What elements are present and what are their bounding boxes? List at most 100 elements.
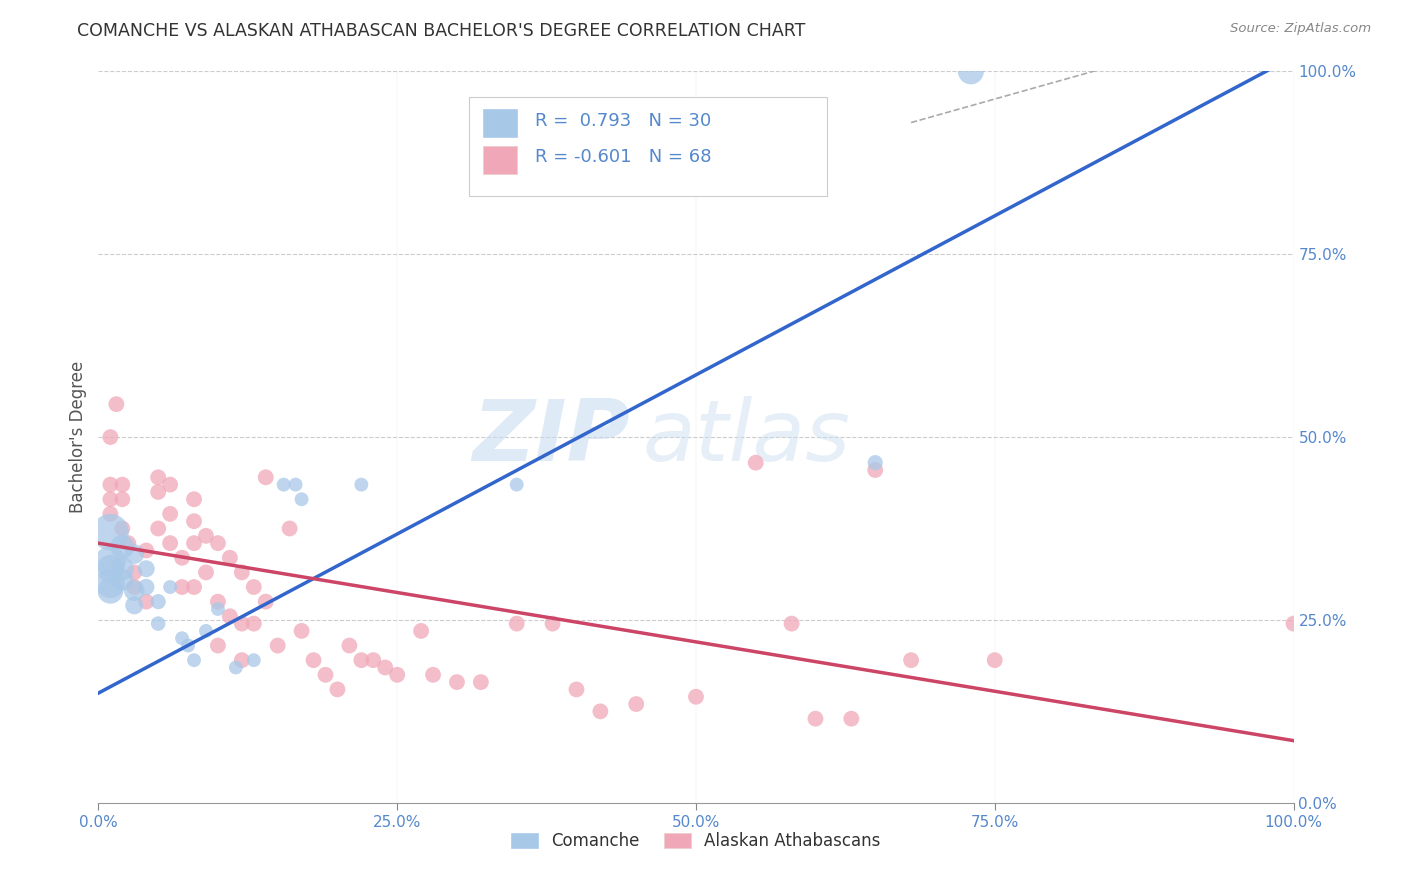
Point <box>411 624 433 638</box>
Point <box>98 554 122 568</box>
Point <box>183 580 205 594</box>
Point <box>225 660 247 674</box>
Point <box>219 550 242 565</box>
Point <box>159 536 181 550</box>
Point <box>339 639 361 653</box>
Point <box>284 477 307 491</box>
Text: atlas: atlas <box>643 395 851 479</box>
Point <box>159 477 181 491</box>
Point <box>984 653 1007 667</box>
Point <box>745 456 768 470</box>
FancyBboxPatch shape <box>484 146 517 174</box>
Point <box>207 536 229 550</box>
Point <box>207 639 229 653</box>
Point <box>135 594 157 608</box>
Point <box>960 64 983 78</box>
Point <box>315 667 337 681</box>
Point <box>111 573 134 587</box>
Point <box>124 583 146 598</box>
Point <box>231 653 253 667</box>
Point <box>124 566 146 580</box>
Point <box>254 594 277 608</box>
Point <box>446 675 468 690</box>
Point <box>374 660 396 674</box>
Point <box>135 543 157 558</box>
Point <box>98 525 122 540</box>
Text: ZIP: ZIP <box>472 395 630 479</box>
Text: COMANCHE VS ALASKAN ATHABASCAN BACHELOR'S DEGREE CORRELATION CHART: COMANCHE VS ALASKAN ATHABASCAN BACHELOR'… <box>77 22 806 40</box>
Point <box>506 477 529 491</box>
Point <box>804 712 827 726</box>
Point <box>422 667 444 681</box>
Point <box>195 566 218 580</box>
Point <box>159 580 181 594</box>
Point <box>470 675 492 690</box>
Point <box>148 470 170 484</box>
Text: R = -0.601   N = 68: R = -0.601 N = 68 <box>534 148 711 166</box>
Point <box>98 492 122 507</box>
Point <box>278 521 301 535</box>
Point <box>350 477 373 491</box>
Point <box>273 477 295 491</box>
Point <box>195 529 218 543</box>
Point <box>231 616 253 631</box>
Point <box>865 456 887 470</box>
Point <box>219 609 242 624</box>
Point <box>98 583 122 598</box>
Point <box>148 485 170 500</box>
Point <box>685 690 707 704</box>
Point <box>124 599 146 613</box>
Point <box>98 477 122 491</box>
Point <box>565 682 588 697</box>
Point <box>350 653 373 667</box>
Point <box>302 653 325 667</box>
Point <box>780 616 803 631</box>
Point <box>183 653 205 667</box>
Point <box>124 580 146 594</box>
Text: R =  0.793   N = 30: R = 0.793 N = 30 <box>534 112 711 129</box>
Point <box>1282 616 1305 631</box>
Point <box>159 507 181 521</box>
Point <box>326 682 349 697</box>
Point <box>363 653 385 667</box>
Point <box>541 616 564 631</box>
Point <box>124 547 146 561</box>
Point <box>172 580 194 594</box>
Point <box>626 697 648 711</box>
Point <box>111 540 134 554</box>
Point <box>148 521 170 535</box>
Point <box>243 616 266 631</box>
Point <box>865 463 887 477</box>
Point <box>267 639 290 653</box>
Text: Source: ZipAtlas.com: Source: ZipAtlas.com <box>1230 22 1371 36</box>
Point <box>98 507 122 521</box>
Point <box>148 594 170 608</box>
Point <box>900 653 922 667</box>
Point <box>183 536 205 550</box>
Point <box>111 492 134 507</box>
Point <box>98 430 122 444</box>
Point <box>207 594 229 608</box>
Point <box>291 492 314 507</box>
Point <box>291 624 314 638</box>
Point <box>183 514 205 528</box>
FancyBboxPatch shape <box>484 110 517 137</box>
Point <box>841 712 863 726</box>
Legend: Comanche, Alaskan Athabascans: Comanche, Alaskan Athabascans <box>505 825 887 856</box>
Point <box>111 521 134 535</box>
Point <box>243 580 266 594</box>
Point <box>111 477 134 491</box>
Point <box>207 602 229 616</box>
Point <box>111 562 134 576</box>
Point <box>135 580 157 594</box>
Point <box>385 667 409 681</box>
Point <box>183 492 205 507</box>
Point <box>177 639 200 653</box>
Point <box>148 616 170 631</box>
Point <box>254 470 277 484</box>
Point <box>231 566 253 580</box>
FancyBboxPatch shape <box>470 97 827 195</box>
Point <box>98 562 122 576</box>
Point <box>195 624 218 638</box>
Y-axis label: Bachelor's Degree: Bachelor's Degree <box>69 361 87 513</box>
